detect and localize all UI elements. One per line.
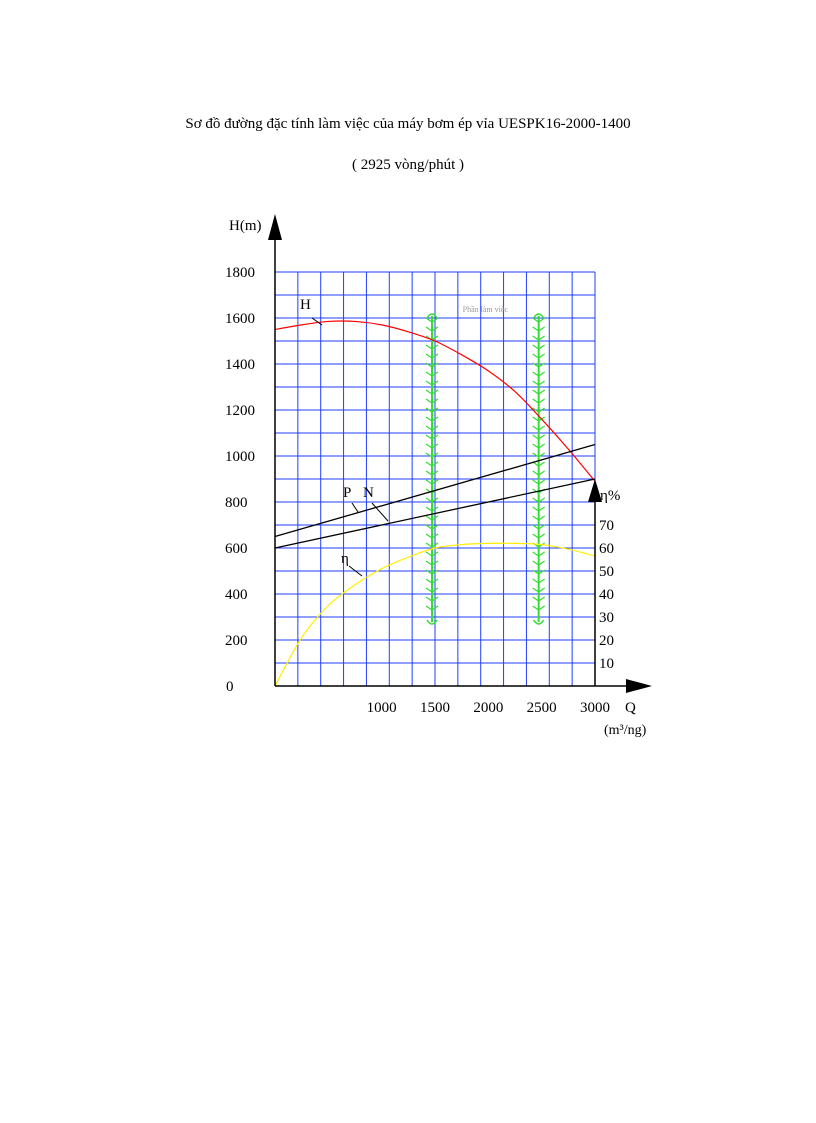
- left-tick-label: 0: [226, 679, 234, 695]
- x-tick-label: 2500: [527, 700, 557, 716]
- left-axis-arrow: [268, 214, 282, 240]
- x-tick-label: 3000: [580, 700, 610, 716]
- left-tick-label: 1000: [225, 449, 255, 465]
- x-tick-label: 1500: [420, 700, 450, 716]
- working-zone-cap: [533, 313, 545, 319]
- working-zone: [425, 313, 545, 625]
- working-zone-cap: [426, 313, 438, 319]
- working-zone-hatch: [425, 317, 439, 611]
- series-label-P: P: [343, 485, 351, 501]
- series-label-leader: [351, 502, 359, 513]
- series-label-leader: [348, 565, 363, 577]
- right-tick-label: 70: [599, 518, 614, 534]
- working-zone-cap: [426, 619, 438, 625]
- series-label-leader: [371, 502, 389, 522]
- series-P-line: [274, 443, 596, 538]
- x-axis-arrow: [626, 679, 652, 693]
- right-tick-label: 40: [599, 587, 614, 603]
- left-tick-label: 600: [225, 541, 248, 557]
- right-tick-label: 10: [599, 656, 614, 672]
- working-zone-hatch: [532, 317, 545, 611]
- grid: [274, 271, 596, 687]
- right-tick-label: 20: [599, 633, 614, 649]
- x-tick-label: 2000: [473, 700, 503, 716]
- labels: Phần làm việc H P Nη H(m) η% Q (m³/ng) 0 200 400 60…: [225, 218, 647, 738]
- curves: [274, 320, 596, 687]
- right-tick-label: 50: [599, 564, 614, 580]
- left-tick-label: 1200: [225, 403, 255, 419]
- series-label-leader: [311, 317, 323, 326]
- left-axis-label: H(m): [229, 218, 262, 234]
- series-label-η: η: [341, 551, 349, 567]
- right-tick-label: 30: [599, 610, 614, 626]
- series-N-line: [274, 478, 596, 549]
- series-label-H: H: [300, 297, 311, 313]
- left-tick-label: 200: [225, 633, 248, 649]
- x-axis-unit: (m³/ng): [604, 723, 647, 738]
- right-tick-label: 60: [599, 541, 614, 557]
- left-tick-label: 800: [225, 495, 248, 511]
- series-label-N: N: [363, 485, 374, 501]
- right-axis-arrow: [588, 479, 602, 502]
- chart-subtitle: ( 2925 vòng/phút ): [351, 157, 465, 173]
- chart-title: Sơ đồ đường đặc tính làm việc của máy bơ…: [185, 116, 631, 132]
- left-tick-label: 1600: [225, 311, 255, 327]
- working-zone-cap: [533, 619, 545, 625]
- x-tick-label: 1000: [367, 700, 397, 716]
- left-tick-label: 400: [225, 587, 248, 603]
- series-η-line: [274, 542, 596, 687]
- working-zone-label: Phần làm việc: [463, 305, 509, 314]
- left-tick-label: 1800: [225, 265, 255, 281]
- series-H-line: [274, 320, 596, 482]
- left-tick-label: 1400: [225, 357, 255, 373]
- right-axis-label: η%: [600, 488, 620, 504]
- x-axis-label: Q: [625, 700, 636, 716]
- axes: [268, 214, 652, 693]
